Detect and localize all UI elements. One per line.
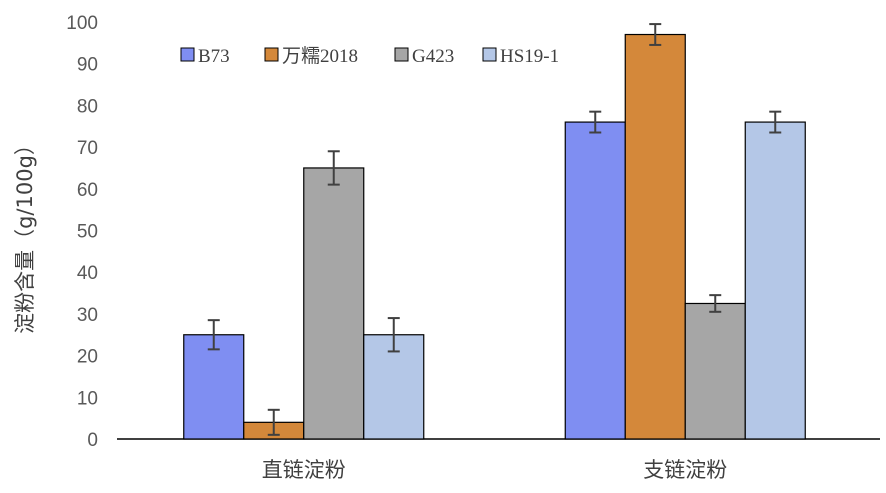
- bar: [624, 33, 686, 440]
- y-tick-label: 20: [77, 347, 98, 368]
- error-bar: [709, 294, 722, 313]
- legend-label: HS19-1: [500, 46, 559, 67]
- bar: [303, 167, 365, 440]
- y-tick-label: 40: [77, 263, 98, 284]
- bar: [744, 121, 806, 440]
- legend-swatch: [180, 47, 195, 62]
- x-category-label: 支链淀粉: [643, 458, 727, 482]
- legend-label: B73: [198, 46, 230, 67]
- error-bar: [327, 150, 340, 186]
- legend-label: G423: [412, 46, 454, 67]
- legend: B73 万糯2018 G423 HS19-1: [180, 45, 559, 67]
- error-bars: [207, 23, 782, 436]
- y-tick-label: 70: [77, 138, 98, 159]
- legend-label: 万糯2018: [282, 45, 358, 67]
- y-tick-label: 100: [66, 13, 98, 34]
- error-bar: [589, 110, 602, 134]
- y-tick-label: 60: [77, 180, 98, 201]
- legend-item: B73: [180, 46, 230, 67]
- bars: [183, 33, 806, 440]
- y-tick-label: 90: [77, 55, 98, 76]
- error-bar: [387, 317, 400, 353]
- y-tick-label: 0: [87, 430, 98, 451]
- error-bar: [207, 319, 220, 351]
- bar: [564, 121, 626, 440]
- legend-item: HS19-1: [482, 46, 559, 67]
- legend-swatch: [394, 47, 409, 62]
- y-tick-label: 30: [77, 305, 98, 326]
- axes: 0 10 20 30 40 50 60 70 80 90 100 直链淀粉 支链淀粉: [66, 13, 880, 482]
- x-category-label: 直链淀粉: [262, 458, 346, 482]
- error-bar: [649, 23, 662, 46]
- y-tick-label: 50: [77, 222, 98, 243]
- error-bar: [769, 110, 782, 134]
- bar: [684, 302, 746, 440]
- bar: [183, 334, 245, 440]
- error-bar: [267, 408, 280, 436]
- legend-item: 万糯2018: [264, 45, 358, 67]
- legend-swatch: [482, 47, 497, 62]
- legend-swatch: [264, 47, 279, 62]
- y-tick-label: 10: [77, 388, 98, 409]
- y-axis-label: 淀粉含量（g/100g）: [13, 134, 37, 334]
- y-tick-label: 80: [77, 96, 98, 117]
- legend-item: G423: [394, 46, 454, 67]
